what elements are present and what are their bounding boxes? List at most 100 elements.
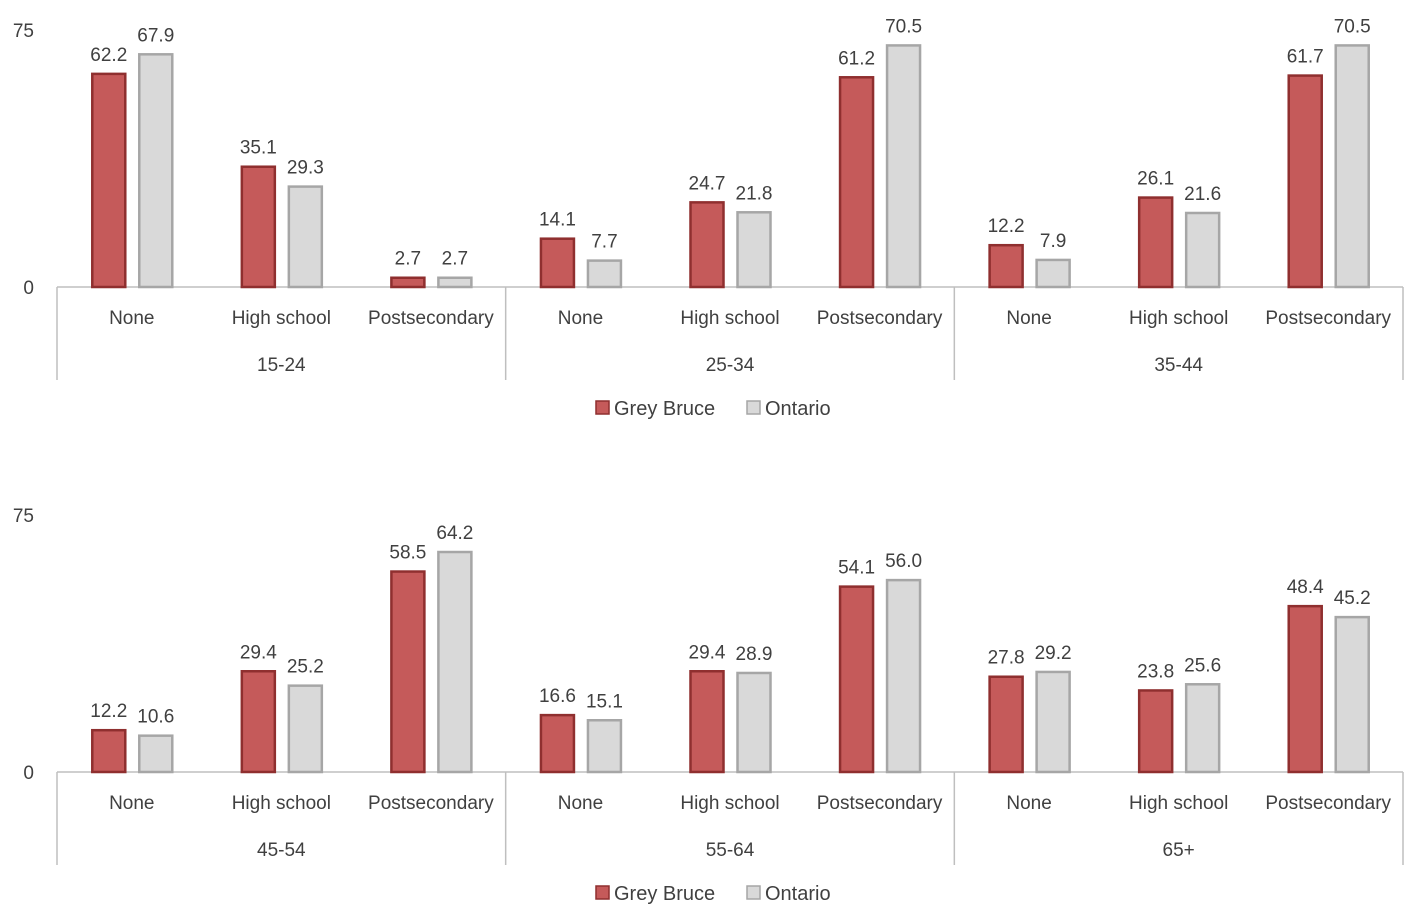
y-tick-label: 0 — [23, 763, 34, 784]
category-label: None — [558, 793, 603, 814]
category-label: Postsecondary — [368, 793, 494, 814]
data-label: 2.7 — [395, 249, 421, 270]
chart-panel-2: 75 0 12.2 10.6 None 29.4 25.2 High school 58.5 64… — [13, 506, 1404, 905]
bar-grey-bruce — [539, 713, 576, 774]
bar-ontario — [1184, 211, 1221, 289]
bar-grey-bruce — [390, 276, 426, 289]
data-label: 14.1 — [539, 210, 576, 231]
bar-grey-bruce — [988, 675, 1024, 774]
bar-ontario — [586, 259, 623, 289]
data-label: 24.7 — [689, 173, 726, 194]
bar-ontario — [1334, 44, 1370, 289]
data-label: 21.8 — [736, 183, 773, 204]
legend-label-ontario: Ontario — [765, 398, 831, 420]
data-label: 7.9 — [1040, 231, 1066, 252]
data-label: 25.6 — [1184, 655, 1221, 676]
data-label: 2.7 — [442, 249, 468, 270]
bar-grey-bruce — [838, 585, 875, 774]
data-label: 29.3 — [287, 158, 324, 179]
data-label: 48.4 — [1287, 577, 1324, 598]
category-label: High school — [232, 308, 331, 329]
data-label: 29.4 — [689, 642, 726, 663]
legend-swatch-ontario — [746, 400, 761, 415]
data-label: 61.7 — [1287, 47, 1324, 68]
legend-label-grey-bruce: Grey Bruce — [614, 398, 715, 420]
bar-ontario — [1035, 258, 1071, 289]
group-label: 55-64 — [706, 840, 755, 861]
legend-swatch-grey-bruce — [595, 885, 610, 900]
category-label: Postsecondary — [1265, 793, 1391, 814]
y-tick-label: 75 — [13, 21, 34, 42]
category-label: High school — [680, 308, 779, 329]
data-label: 10.6 — [137, 707, 174, 728]
bar-grey-bruce — [1287, 604, 1323, 774]
data-label: 7.7 — [591, 232, 617, 253]
data-label: 58.5 — [389, 543, 426, 564]
bar-grey-bruce — [1137, 689, 1174, 774]
bar-ontario — [885, 578, 922, 774]
bar-ontario — [287, 185, 324, 289]
legend: Grey Bruce Ontario — [595, 883, 831, 905]
group-label: 25-34 — [706, 355, 755, 376]
bar-ontario — [437, 276, 473, 289]
bar-grey-bruce — [539, 237, 576, 289]
category-label: None — [109, 308, 154, 329]
category-label: High school — [232, 793, 331, 814]
data-label: 27.8 — [988, 648, 1025, 669]
data-label: 56.0 — [885, 551, 922, 572]
category-label: High school — [1129, 793, 1228, 814]
bar-ontario — [586, 719, 623, 774]
bar-ontario — [1334, 615, 1370, 774]
data-label: 28.9 — [736, 644, 773, 665]
data-label: 29.2 — [1035, 643, 1072, 664]
y-tick-label: 0 — [23, 278, 34, 299]
bar-ontario — [736, 671, 772, 774]
bar-grey-bruce — [1137, 196, 1174, 289]
data-label: 45.2 — [1334, 588, 1371, 609]
category-label: Postsecondary — [817, 793, 943, 814]
data-label: 54.1 — [838, 558, 875, 579]
category-label: Postsecondary — [368, 308, 494, 329]
data-label: 64.2 — [436, 523, 473, 544]
data-label: 21.6 — [1184, 184, 1221, 205]
data-label: 15.1 — [586, 691, 623, 712]
bar-grey-bruce — [689, 670, 725, 774]
bar-ontario — [885, 44, 922, 289]
data-label: 70.5 — [885, 16, 922, 37]
bar-grey-bruce — [240, 670, 277, 774]
bar-ontario — [1035, 670, 1071, 774]
group-label: 15-24 — [257, 355, 306, 376]
chart-panel-1: 75 0 62.2 67.9 None 35.1 29.3 High school 2.7 2.7… — [13, 16, 1404, 420]
category-label: None — [558, 308, 603, 329]
bar-grey-bruce — [91, 72, 127, 289]
group-label: 35-44 — [1154, 355, 1203, 376]
category-label: Postsecondary — [1265, 308, 1391, 329]
data-label: 16.6 — [539, 686, 576, 707]
bar-grey-bruce — [838, 76, 875, 289]
group-label: 45-54 — [257, 840, 306, 861]
data-label: 29.4 — [240, 642, 277, 663]
data-label: 12.2 — [90, 701, 127, 722]
y-tick-label: 75 — [13, 506, 34, 527]
category-label: None — [1006, 793, 1051, 814]
data-label: 25.2 — [287, 657, 324, 678]
legend-label-ontario: Ontario — [765, 883, 831, 905]
bar-ontario — [287, 684, 324, 774]
data-label: 70.5 — [1334, 16, 1371, 37]
category-label: Postsecondary — [817, 308, 943, 329]
bar-ontario — [437, 550, 473, 774]
data-label: 12.2 — [988, 216, 1025, 237]
category-label: High school — [1129, 308, 1228, 329]
category-label: High school — [680, 793, 779, 814]
data-label: 23.8 — [1137, 661, 1174, 682]
bar-grey-bruce — [91, 728, 127, 774]
legend-label-grey-bruce: Grey Bruce — [614, 883, 715, 905]
bar-grey-bruce — [390, 570, 426, 774]
data-label: 35.1 — [240, 138, 277, 159]
bar-ontario — [736, 211, 772, 289]
group-label: 65+ — [1163, 840, 1195, 861]
bar-ontario — [1184, 683, 1221, 774]
data-label: 26.1 — [1137, 169, 1174, 190]
bar-grey-bruce — [988, 243, 1024, 289]
